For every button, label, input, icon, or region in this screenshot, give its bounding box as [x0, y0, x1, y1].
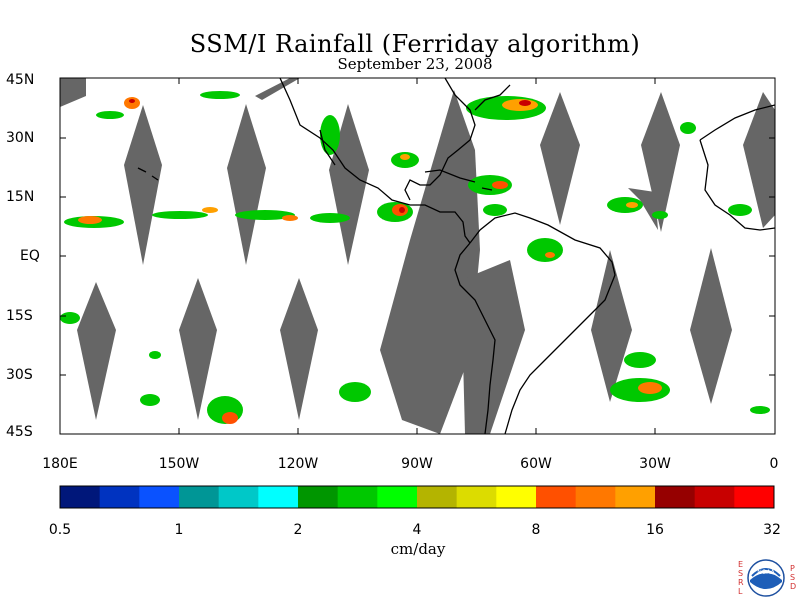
colorbar-swatch	[456, 486, 497, 508]
colorbar-swatch	[536, 486, 577, 508]
colorbar-swatch	[258, 486, 299, 508]
colorbar-units: cm/day	[390, 540, 446, 558]
colorbar-swatch	[139, 486, 180, 508]
colorbar-label-2: 2	[293, 522, 303, 538]
lon-label-90w: 90W	[401, 456, 433, 472]
lat-label-eq: EQ	[20, 248, 40, 264]
colorbar-label-4: 4	[412, 522, 422, 538]
colorbar-swatch	[377, 486, 418, 508]
lat-label-45s: 45S	[6, 424, 33, 440]
lon-label-120w: 120W	[277, 456, 319, 472]
colorbar-swatch	[218, 486, 259, 508]
colorbar-swatch	[655, 486, 696, 508]
lat-label-30n: 30N	[6, 130, 35, 146]
colorbar-swatch	[734, 486, 775, 508]
colorbar-label-32: 32	[763, 522, 781, 538]
colorbar-swatch	[496, 486, 537, 508]
lat-label-15n: 15N	[6, 189, 35, 205]
colorbar	[59, 485, 775, 509]
colorbar-label-0-5: 0.5	[48, 522, 72, 538]
colorbar-swatch	[575, 486, 616, 508]
colorbar-swatch	[694, 486, 735, 508]
noaa-emblem-icon: NOAA	[747, 559, 785, 597]
map-ticks	[60, 78, 775, 434]
logo-center-text: NOAA	[757, 569, 775, 576]
colorbar-label-8: 8	[531, 522, 541, 538]
coastlines	[137, 78, 775, 434]
lon-label-0: 0	[769, 456, 779, 472]
colorbar-label-16: 16	[646, 522, 664, 538]
lon-label-150w: 150W	[158, 456, 200, 472]
lat-label-15s: 15S	[6, 308, 33, 324]
map-title: SSM/I Rainfall (Ferriday algorithm)	[189, 30, 641, 58]
colorbar-swatch	[615, 486, 656, 508]
colorbar-swatch	[337, 486, 378, 508]
colorbar-swatch	[179, 486, 220, 508]
rainfall-patches	[60, 91, 770, 424]
colorbar-swatch	[60, 486, 101, 508]
colorbar-label-1: 1	[174, 522, 184, 538]
lon-label-180e: 180E	[42, 456, 78, 472]
colorbar-swatch	[298, 486, 339, 508]
colorbar-swatch	[99, 486, 140, 508]
lon-label-30w: 30W	[639, 456, 671, 472]
map-date: September 23, 2008	[337, 55, 493, 73]
lat-label-45n: 45N	[6, 72, 35, 88]
colorbar-swatch	[417, 486, 458, 508]
lon-label-60w: 60W	[520, 456, 552, 472]
lat-label-30s: 30S	[6, 367, 33, 383]
